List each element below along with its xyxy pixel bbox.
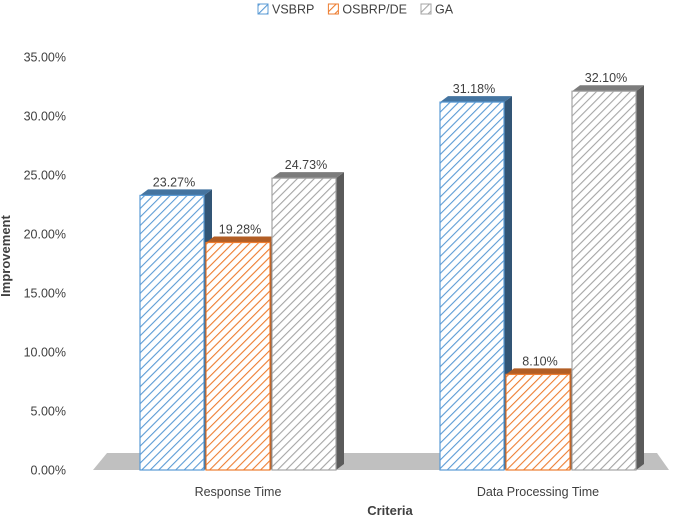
legend-label: OSBRP/DE	[342, 3, 407, 17]
y-axis: 0.00% 5.00% 10.00% 15.00% 20.00% 25.00% 30.00%…	[24, 51, 66, 478]
x-axis: Response Time Data Processing Time	[195, 485, 600, 499]
legend-item-vsbrp: VSBRP	[257, 3, 314, 17]
legend-item-osbrp-de: OSBRP/DE	[327, 3, 407, 17]
y-tick-label: 10.00%	[24, 346, 66, 360]
x-tick-label: Response Time	[195, 485, 282, 499]
x-axis-title: Criteria	[367, 503, 413, 518]
y-tick-label: 30.00%	[24, 110, 66, 124]
legend-swatch	[327, 3, 339, 15]
bar-osbrp-de-response-time	[205, 236, 278, 471]
legend-item-ga: GA	[420, 3, 454, 17]
bar-side	[636, 85, 644, 470]
bar-top	[440, 96, 512, 103]
bars	[139, 85, 644, 471]
data-labels: 23.27% 19.28% 24.73% 31.18% 8.10% 32.10%	[153, 71, 627, 368]
legend-label: VSBRP	[272, 3, 314, 17]
data-label: 19.28%	[219, 222, 261, 236]
bar-osbrp-de-data-processing-time	[505, 368, 578, 471]
bar-top	[272, 172, 344, 179]
bar-top	[140, 189, 212, 196]
bar-ga-response-time	[271, 172, 344, 471]
bar-front	[205, 241, 271, 471]
y-tick-label: 25.00%	[24, 169, 66, 183]
y-tick-label: 0.00%	[31, 464, 66, 478]
bar-top	[206, 236, 278, 243]
y-tick-label: 15.00%	[24, 287, 66, 301]
data-label: 23.27%	[153, 175, 195, 189]
x-tick-label: Data Processing Time	[477, 485, 599, 499]
legend: VSBRP OSBRP/DE GA	[257, 3, 454, 17]
legend-swatch	[257, 3, 269, 15]
data-label: 32.10%	[585, 71, 627, 85]
y-tick-label: 5.00%	[31, 405, 66, 419]
y-tick-label: 35.00%	[24, 51, 66, 65]
legend-label: GA	[435, 3, 454, 17]
bar-side	[336, 172, 344, 470]
legend-swatch	[420, 3, 432, 15]
bar-front	[571, 90, 637, 471]
bar-vsbrp-response-time	[139, 189, 212, 471]
bar-front	[139, 194, 205, 471]
bar-top	[572, 85, 644, 92]
bar-ga-data-processing-time	[571, 85, 644, 471]
bar-vsbrp-data-processing-time	[439, 96, 512, 471]
y-axis-title: Improvement	[0, 215, 13, 297]
y-tick-label: 20.00%	[24, 228, 66, 242]
bar-top	[506, 368, 578, 375]
bar-front	[439, 101, 505, 471]
bar-front	[271, 177, 337, 471]
data-label: 8.10%	[522, 354, 557, 368]
data-label: 24.73%	[285, 158, 327, 172]
bar-front	[505, 373, 571, 471]
data-label: 31.18%	[453, 82, 495, 96]
